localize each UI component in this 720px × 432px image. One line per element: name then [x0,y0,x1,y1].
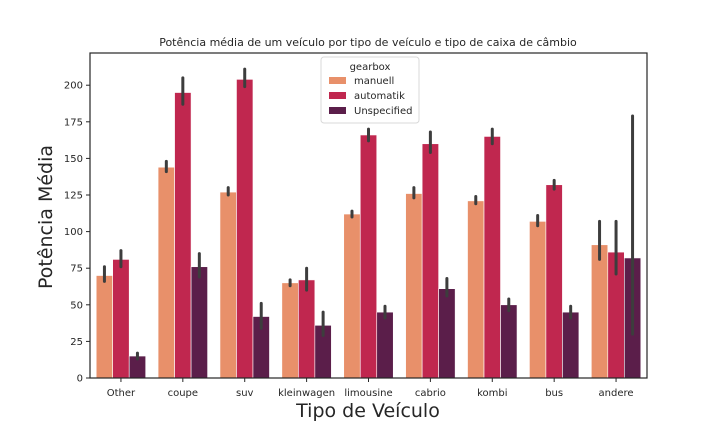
y-tick-label: 150 [64,154,83,165]
x-tick-label: cabrio [415,388,446,399]
bar [467,200,485,379]
x-tick-label: bus [545,388,563,399]
legend-swatch [329,92,346,99]
legend-title: gearbox [350,62,391,73]
bar [236,79,254,379]
x-tick-label: suv [236,388,254,399]
bar [421,143,439,379]
bar [281,282,299,379]
x-tick-label: andere [599,388,634,399]
bar [157,166,175,379]
bar [95,275,113,379]
bar [438,288,456,379]
bar [190,266,208,379]
legend-box [320,56,420,124]
bar [590,244,609,379]
legend-swatch [329,77,346,84]
x-tick-label: kombi [477,388,507,399]
y-tick-label: 125 [64,191,83,202]
x-axis-label: Tipo de Veículo [295,400,440,422]
y-tick-label: 175 [64,117,83,128]
x-tick-label: limousine [344,388,392,399]
y-tick-label: 200 [64,81,83,92]
x-tick-label: Other [107,388,136,399]
bar [500,304,518,379]
bar [376,311,394,379]
bar [219,191,237,379]
y-tick-label: 0 [77,374,83,385]
plot-area: 0 25 50 75 100 125 150 175 200 Other coupe suv klein… [64,52,648,399]
bar [529,221,547,379]
bar [112,259,130,379]
x-tick-label: kleinwagen [278,388,335,399]
legend: gearbox manuell automatik Unspecified [320,56,420,124]
y-axis-label: Potência Média [35,145,57,289]
chart-title: Potência média de um veículo por tipo de… [159,36,577,49]
y-tick-label: 50 [70,300,83,311]
y-tick-label: 75 [70,264,83,275]
bar [343,213,361,379]
axes-frame [89,52,648,379]
bar [359,134,378,379]
legend-entry: manuell [354,76,394,87]
bar [298,279,316,379]
legend-swatch [329,107,346,114]
bar [483,136,501,379]
bar [545,184,563,379]
bar [174,92,192,379]
bar [405,193,423,379]
y-tick-label: 25 [70,337,83,348]
bar [562,311,580,379]
legend-entry: automatik [354,91,405,102]
x-tick-label: coupe [168,388,198,399]
y-tick-label: 100 [64,227,83,238]
legend-entry: Unspecified [354,106,412,117]
